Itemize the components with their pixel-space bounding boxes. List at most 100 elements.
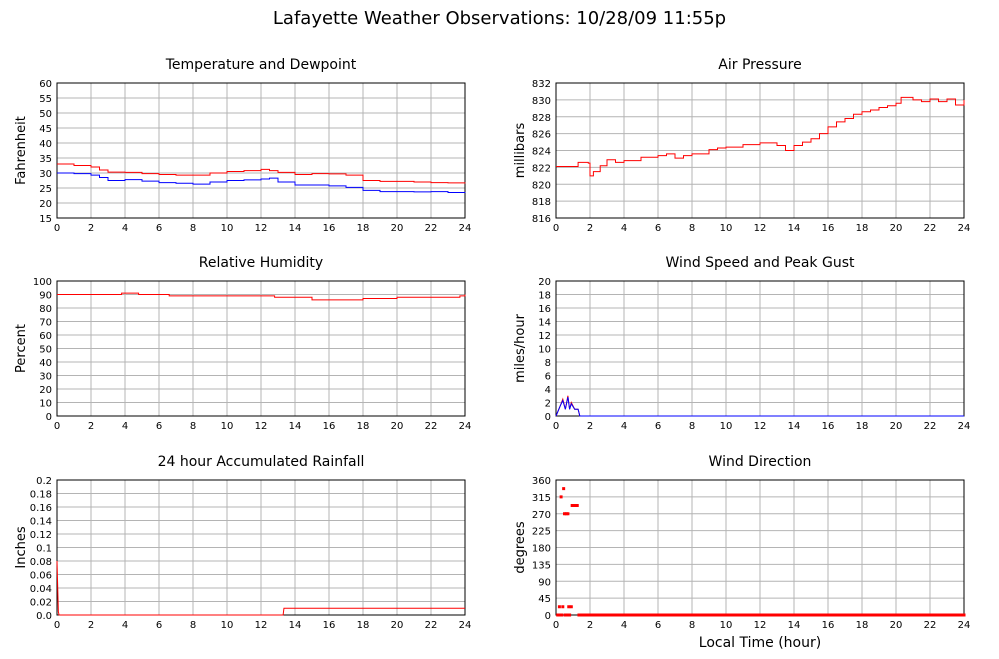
x-tick-label: 0 xyxy=(553,421,559,432)
x-tick-label: 18 xyxy=(856,223,869,234)
y-tick-label: 16 xyxy=(538,304,551,315)
data-point xyxy=(962,613,966,617)
x-tick-label: 8 xyxy=(689,223,695,234)
x-tick-label: 22 xyxy=(924,223,937,234)
y-tick-label: 135 xyxy=(532,560,551,571)
y-tick-label: 0.12 xyxy=(30,530,52,541)
data-point xyxy=(843,613,847,617)
y-tick-label: 0.06 xyxy=(30,571,52,582)
y-tick-label: 40 xyxy=(39,139,52,150)
y-tick-label: 25 xyxy=(39,184,52,195)
x-tick-label: 20 xyxy=(890,421,903,432)
y-tick-label: 820 xyxy=(532,180,551,191)
y-tick-label: 0.2 xyxy=(36,476,52,487)
x-tick-label: 6 xyxy=(156,620,162,631)
x-tick-label: 20 xyxy=(890,223,903,234)
data-point xyxy=(568,613,572,617)
y-tick-label: 20 xyxy=(39,199,52,210)
data-point xyxy=(741,613,745,617)
y-axis-label: Percent xyxy=(14,324,29,373)
data-point xyxy=(556,613,560,617)
data-point xyxy=(860,613,864,617)
y-tick-label: 832 xyxy=(532,79,551,90)
data-point xyxy=(928,613,932,617)
x-tick-label: 18 xyxy=(357,421,370,432)
data-point xyxy=(572,504,576,507)
y-tick-label: 14 xyxy=(538,318,551,329)
x-tick-label: 24 xyxy=(459,421,472,432)
y-tick-label: 824 xyxy=(532,147,551,158)
x-tick-label: 6 xyxy=(156,223,162,234)
x-tick-label: 10 xyxy=(221,421,234,432)
y-tick-label: 15 xyxy=(39,214,52,225)
data-point xyxy=(566,512,570,516)
y-tick-label: 50 xyxy=(39,109,52,120)
data-point xyxy=(565,613,569,617)
y-tick-label: 0.16 xyxy=(30,503,52,514)
y-tick-label: 70 xyxy=(39,318,52,329)
x-tick-label: 18 xyxy=(357,223,370,234)
x-axis-label: Local Time (hour) xyxy=(698,635,822,651)
x-tick-label: 4 xyxy=(122,620,128,631)
data-point xyxy=(574,504,578,507)
y-tick-label: 60 xyxy=(39,331,52,342)
x-tick-label: 16 xyxy=(323,620,336,631)
x-tick-label: 2 xyxy=(88,421,94,432)
chart-title: Relative Humidity xyxy=(199,255,323,271)
y-tick-label: 50 xyxy=(39,345,52,356)
x-tick-label: 8 xyxy=(689,421,695,432)
y-tick-label: 816 xyxy=(532,214,551,225)
data-point xyxy=(559,495,563,499)
data-point xyxy=(563,613,567,617)
data-point xyxy=(673,613,677,617)
y-tick-label: 20 xyxy=(39,385,52,396)
x-tick-label: 12 xyxy=(255,421,268,432)
x-tick-label: 0 xyxy=(553,223,559,234)
x-tick-label: 24 xyxy=(459,620,472,631)
x-tick-label: 8 xyxy=(190,223,196,234)
y-tick-label: 18 xyxy=(538,291,551,302)
x-tick-label: 20 xyxy=(890,620,903,631)
x-tick-label: 4 xyxy=(122,421,128,432)
data-point xyxy=(758,613,762,617)
x-tick-label: 14 xyxy=(289,421,302,432)
x-tick-label: 2 xyxy=(587,620,593,631)
y-tick-label: 45 xyxy=(39,124,52,135)
data-point xyxy=(561,605,565,609)
data-point xyxy=(639,613,643,617)
x-tick-label: 4 xyxy=(621,421,627,432)
y-tick-label: 10 xyxy=(39,399,52,410)
y-tick-label: 315 xyxy=(532,493,551,504)
data-point xyxy=(567,605,571,609)
x-tick-label: 12 xyxy=(255,620,268,631)
data-point xyxy=(581,613,585,617)
y-tick-label: 6 xyxy=(545,372,551,383)
x-tick-label: 2 xyxy=(587,421,593,432)
x-tick-label: 6 xyxy=(655,223,661,234)
y-tick-label: 35 xyxy=(39,154,52,165)
x-tick-label: 20 xyxy=(391,223,404,234)
x-tick-label: 18 xyxy=(856,620,869,631)
y-tick-label: 0 xyxy=(545,412,551,423)
x-tick-label: 24 xyxy=(958,421,971,432)
data-point xyxy=(605,613,609,617)
x-tick-label: 12 xyxy=(754,223,767,234)
x-tick-label: 14 xyxy=(289,223,302,234)
data-point xyxy=(569,605,573,609)
x-tick-label: 16 xyxy=(822,620,835,631)
data-point xyxy=(577,613,581,617)
y-tick-label: 0.0 xyxy=(36,611,52,622)
y-tick-label: 20 xyxy=(538,277,551,288)
y-tick-label: 8 xyxy=(545,358,551,369)
data-point xyxy=(911,613,915,617)
x-tick-label: 10 xyxy=(221,223,234,234)
data-point xyxy=(622,613,626,617)
data-point xyxy=(809,613,813,617)
x-tick-label: 10 xyxy=(720,223,733,234)
x-tick-label: 2 xyxy=(587,223,593,234)
y-tick-label: 0 xyxy=(545,611,551,622)
x-tick-label: 20 xyxy=(391,421,404,432)
